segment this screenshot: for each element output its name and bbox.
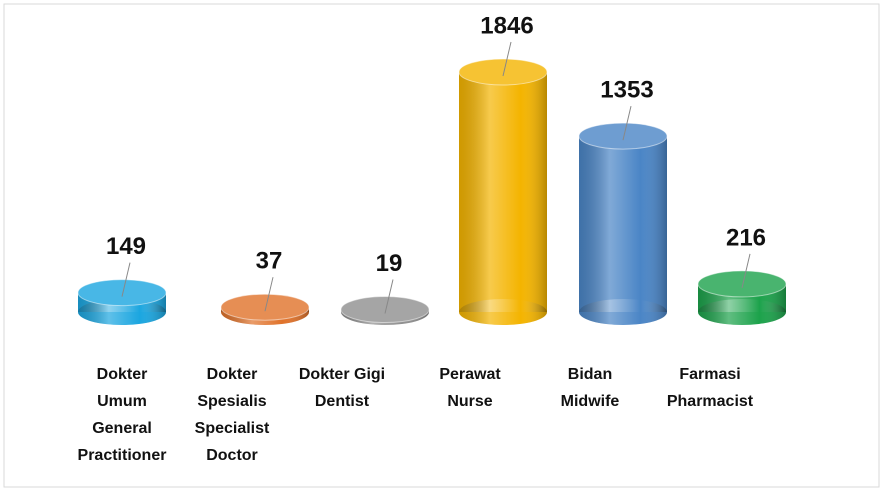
x-tick-label: Bidan xyxy=(568,366,612,383)
bar-top xyxy=(697,270,787,298)
leader-line xyxy=(384,279,394,314)
x-tick-label: Doctor xyxy=(206,447,258,464)
x-tick-label: Pharmacist xyxy=(667,393,754,410)
value-label: 216 xyxy=(726,224,766,251)
bar-base-shade xyxy=(698,299,786,325)
value-label: 1353 xyxy=(600,76,653,103)
x-tick-label: Specialist xyxy=(195,420,270,437)
bar-top-highlight xyxy=(459,59,547,85)
leader-line xyxy=(622,105,632,141)
value-label: 19 xyxy=(376,250,403,277)
x-tick-label: Spesialis xyxy=(197,393,266,410)
bar-top xyxy=(340,296,430,324)
leader-line xyxy=(502,41,512,77)
x-tick-label: General xyxy=(92,420,152,437)
value-label: 37 xyxy=(256,248,283,275)
bar-top-highlight xyxy=(341,296,429,323)
x-tick-label: Farmasi xyxy=(679,366,740,383)
bar-top-highlight xyxy=(698,270,786,297)
x-tick-label: Nurse xyxy=(447,393,492,410)
value-label: 1846 xyxy=(480,12,533,39)
bar-top-highlight xyxy=(78,279,166,306)
bar-top xyxy=(578,122,668,150)
x-tick-label: Dokter xyxy=(97,366,148,383)
x-tick-label: Dokter xyxy=(207,366,258,383)
x-tick-label: Dokter Gigi xyxy=(299,366,385,383)
leader-line xyxy=(741,253,751,289)
bar-top xyxy=(458,58,548,86)
bar-top-highlight xyxy=(221,294,309,321)
bar-shade xyxy=(579,136,667,312)
x-tick-label: Perawat xyxy=(439,366,501,383)
x-tick-label: Practitioner xyxy=(78,447,167,464)
value-label: 149 xyxy=(106,233,146,260)
bar-base-shade xyxy=(579,299,667,325)
bar-top xyxy=(220,293,310,321)
bar-top-highlight xyxy=(579,123,667,150)
leader-line xyxy=(121,262,131,297)
leader-line xyxy=(264,277,274,312)
x-tick-label: Dentist xyxy=(315,393,370,410)
bar-top xyxy=(77,279,167,307)
x-tick-label: Midwife xyxy=(561,393,620,410)
bar-base-shade xyxy=(78,299,166,325)
bar-base-shade xyxy=(459,299,547,325)
bar-shade xyxy=(459,72,547,312)
chart-frame xyxy=(3,3,880,488)
x-tick-label: Umum xyxy=(97,393,147,410)
